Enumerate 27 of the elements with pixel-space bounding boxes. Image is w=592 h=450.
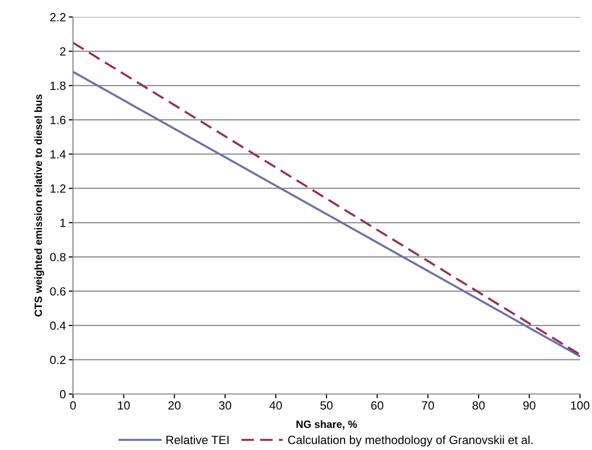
y-tick-label: 0.4 bbox=[50, 321, 66, 330]
y-tick-label: 1.8 bbox=[50, 82, 66, 90]
legend-label: Calculation by methodology of Granovskii et al. bbox=[288, 435, 532, 446]
x-tick-label: 20 bbox=[168, 401, 181, 410]
x-axis-title: NG share, % bbox=[296, 420, 357, 430]
y-tick-label: 2 bbox=[60, 47, 66, 56]
x-tick-label: 50 bbox=[320, 401, 333, 410]
x-tick-label: 30 bbox=[218, 401, 232, 410]
legend-label: Relative TEI bbox=[166, 435, 229, 444]
x-tick-label: 60 bbox=[371, 401, 384, 410]
y-tick-label: 2.2 bbox=[50, 13, 66, 22]
y-tick-label: 0.8 bbox=[50, 252, 66, 262]
x-tick-label: 90 bbox=[523, 401, 536, 410]
x-tick-label: 100 bbox=[571, 401, 590, 410]
y-tick-label: 1.4 bbox=[50, 150, 66, 158]
y-tick-label: 0.6 bbox=[50, 287, 66, 296]
y-tick-label: 1.2 bbox=[50, 184, 66, 193]
y-tick-label: 1.6 bbox=[50, 116, 66, 124]
x-tick-label: 10 bbox=[118, 401, 130, 410]
y-axis-title: CTS weighted emission relative to diesel bus bbox=[34, 94, 44, 316]
x-tick-label: 80 bbox=[472, 401, 485, 410]
x-tick-label: 70 bbox=[422, 401, 434, 410]
y-tick-label: 0 bbox=[60, 390, 66, 398]
x-tick-label: 0 bbox=[70, 401, 76, 410]
y-tick-label: 1 bbox=[60, 218, 66, 227]
y-tick-label: 0.2 bbox=[50, 356, 66, 364]
x-tick-label: 40 bbox=[270, 401, 282, 410]
